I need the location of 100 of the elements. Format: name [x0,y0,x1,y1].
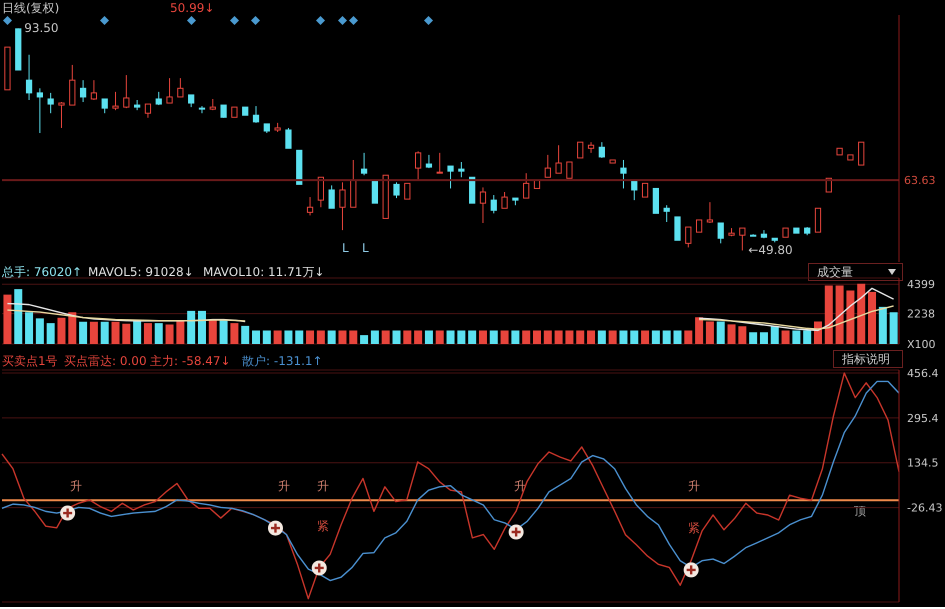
candlestick [285,127,292,149]
bar [436,330,444,344]
bar [857,284,866,344]
bar [25,312,34,344]
bar [565,330,574,344]
bar [90,322,98,344]
bar [274,330,282,344]
bar [533,330,541,344]
candlestick [588,142,594,154]
bar [728,324,736,344]
bar [176,320,184,344]
bar [836,286,844,344]
bar [241,326,250,344]
candlestick [458,162,464,178]
bar [630,330,638,344]
text: 主力: -58.47↓ [150,353,231,369]
bar [878,306,887,344]
bar [587,330,596,344]
annotation: 升 [514,478,526,494]
candlestick [480,186,486,224]
bar [46,323,55,344]
candlestick [598,142,605,158]
candlestick [664,204,670,222]
candlestick [577,142,584,158]
candlestick [144,104,152,118]
candlestick [706,202,714,224]
candlestick [328,184,335,209]
candlestick [58,102,65,128]
candlestick [544,154,551,178]
bar [554,330,563,344]
bar [230,323,238,344]
candlestick [156,91,162,106]
bar [392,330,401,344]
annotation: 顶 [854,503,866,519]
bar [100,322,109,344]
candlestick [264,123,270,134]
y-tick-label: X100 [907,338,936,351]
candlestick [696,219,702,233]
y-tick-label: -26.43 [907,501,942,514]
candlestick [404,182,410,200]
candlestick [739,228,746,251]
candlestick [501,191,508,209]
bar [457,330,466,344]
candlestick [220,104,227,118]
bar [706,322,714,344]
candlestick [210,98,216,111]
bar [36,318,44,344]
bar [749,332,758,344]
bar [846,290,854,344]
candlestick [858,142,864,166]
bar [122,324,130,344]
candlestick [339,182,346,231]
annotation: MAVOL5: 91028↓ [88,264,194,280]
candlestick [782,228,789,238]
candlestick [490,194,497,214]
y-tick-label: 2238 [907,308,935,321]
bar [598,330,606,344]
candlestick [26,54,32,100]
annotation: ←49.80 [748,242,793,258]
candlestick [566,162,573,179]
bar [738,326,746,344]
bar [641,330,650,344]
y-tick-label: 295.4 [907,412,938,425]
candlestick [674,216,681,241]
candlestick [360,152,368,176]
bar [446,330,455,344]
bar [328,330,336,344]
bar [262,330,271,344]
bar [284,330,292,344]
bar [316,330,325,344]
candlestick [555,144,562,174]
bar [716,322,725,344]
bar [349,330,358,344]
candlestick [112,91,119,111]
text: 指标说明 [833,350,903,368]
bar [824,286,833,344]
candlestick [631,180,638,201]
annotation: 升 [70,478,82,494]
candlestick [372,180,378,204]
annotation: 升 [278,478,290,494]
bar [133,320,142,344]
bar [198,310,206,344]
bar [424,330,433,344]
candlestick [426,154,432,169]
candlestick [166,78,173,104]
candlestick [134,99,140,111]
bar [468,330,476,344]
bar [695,317,704,344]
annotation: 93.50 [24,20,59,36]
bar [68,312,76,344]
annotation: L [342,240,349,256]
bar [511,330,520,344]
bar [166,324,174,344]
candlestick [188,94,194,108]
bar [208,320,217,344]
annotation: 总手: 76020↑ [2,264,82,280]
bar [500,330,509,344]
bar [295,330,304,344]
candlestick [90,80,98,100]
candlestick [814,208,822,233]
